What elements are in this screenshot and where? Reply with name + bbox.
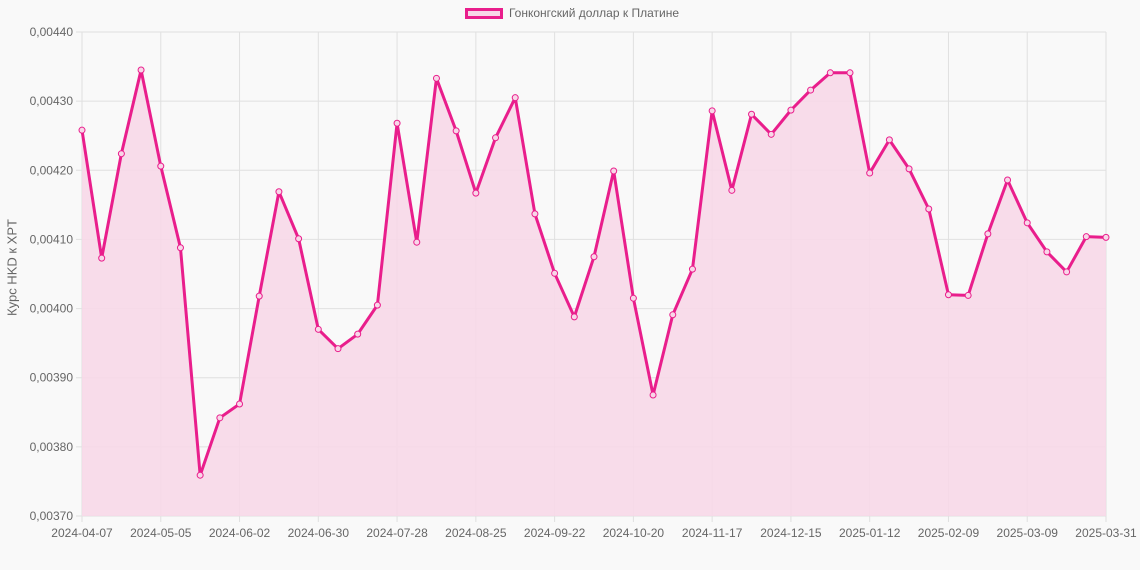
data-point[interactable] (826, 69, 834, 77)
x-tick-label: 2024-08-25 (445, 526, 507, 540)
data-point[interactable] (1102, 233, 1110, 241)
data-point[interactable] (787, 106, 795, 114)
data-point[interactable] (570, 313, 578, 321)
data-point[interactable] (708, 107, 716, 115)
chart-legend[interactable]: Гонконгский доллар к Платине (0, 6, 1140, 20)
data-point[interactable] (275, 188, 283, 196)
legend-swatch-icon (464, 7, 503, 19)
y-tick-label: 0,00390 (30, 371, 74, 385)
data-point[interactable] (432, 74, 440, 82)
y-tick-label: 0,00380 (30, 440, 74, 454)
y-tick-label: 0,00440 (30, 25, 74, 39)
data-point[interactable] (373, 301, 381, 309)
data-point[interactable] (649, 391, 657, 399)
data-point[interactable] (610, 167, 618, 175)
data-point[interactable] (216, 414, 224, 422)
data-point[interactable] (767, 130, 775, 138)
data-point[interactable] (452, 127, 460, 135)
y-tick-label: 0,00370 (30, 509, 74, 523)
data-point[interactable] (78, 126, 86, 134)
data-point[interactable] (748, 110, 756, 118)
data-point[interactable] (1082, 233, 1090, 241)
data-point[interactable] (137, 66, 145, 74)
y-tick-label: 0,00430 (30, 94, 74, 108)
x-tick-label: 2024-12-15 (760, 526, 822, 540)
y-tick-label: 0,00410 (30, 232, 74, 246)
y-axis-title: Курс HKD к XPT (4, 219, 20, 316)
data-point[interactable] (846, 69, 854, 77)
data-point[interactable] (944, 291, 952, 299)
x-tick-label: 2025-03-09 (997, 526, 1059, 540)
data-point[interactable] (531, 210, 539, 218)
x-tick-label: 2024-04-07 (51, 526, 113, 540)
data-point[interactable] (905, 165, 913, 173)
data-point[interactable] (964, 291, 972, 299)
data-point[interactable] (984, 230, 992, 238)
x-tick-label: 2025-02-09 (918, 526, 980, 540)
data-point[interactable] (157, 162, 165, 170)
data-point[interactable] (176, 244, 184, 252)
x-tick-label: 2025-01-12 (839, 526, 901, 540)
data-point[interactable] (688, 265, 696, 273)
data-point[interactable] (728, 186, 736, 194)
x-tick-label: 2024-09-22 (524, 526, 586, 540)
data-point[interactable] (807, 86, 815, 94)
data-point[interactable] (551, 269, 559, 277)
data-point[interactable] (669, 311, 677, 319)
x-tick-label: 2024-10-20 (603, 526, 665, 540)
area-fill (82, 70, 1106, 517)
data-point[interactable] (98, 254, 106, 262)
data-point[interactable] (196, 471, 204, 479)
data-point[interactable] (629, 294, 637, 302)
x-tick-label: 2025-03-31 (1075, 526, 1137, 540)
x-tick-label: 2024-11-17 (682, 526, 743, 540)
data-point[interactable] (590, 253, 598, 261)
data-point[interactable] (1063, 268, 1071, 276)
data-point[interactable] (885, 136, 893, 144)
y-tick-label: 0,00400 (30, 302, 74, 316)
data-point[interactable] (472, 189, 480, 197)
data-point[interactable] (295, 235, 303, 243)
x-tick-label: 2024-06-30 (288, 526, 350, 540)
data-point[interactable] (1004, 176, 1012, 184)
data-point[interactable] (492, 134, 500, 142)
data-point[interactable] (413, 238, 421, 246)
data-point[interactable] (925, 205, 933, 213)
data-point[interactable] (511, 94, 519, 102)
legend-label: Гонконгский доллар к Платине (508, 6, 679, 20)
data-point[interactable] (1043, 248, 1051, 256)
x-tick-label: 2024-06-02 (209, 526, 271, 540)
data-point[interactable] (393, 119, 401, 127)
data-point[interactable] (314, 325, 322, 333)
data-point[interactable] (236, 400, 244, 408)
data-point[interactable] (1023, 219, 1031, 227)
x-tick-label: 2024-07-28 (366, 526, 428, 540)
data-point[interactable] (334, 345, 342, 353)
data-point[interactable] (117, 150, 125, 158)
data-point[interactable] (255, 292, 263, 300)
x-tick-label: 2024-05-05 (130, 526, 192, 540)
y-tick-label: 0,00420 (30, 163, 74, 177)
data-point[interactable] (354, 330, 362, 338)
data-point[interactable] (866, 169, 874, 177)
